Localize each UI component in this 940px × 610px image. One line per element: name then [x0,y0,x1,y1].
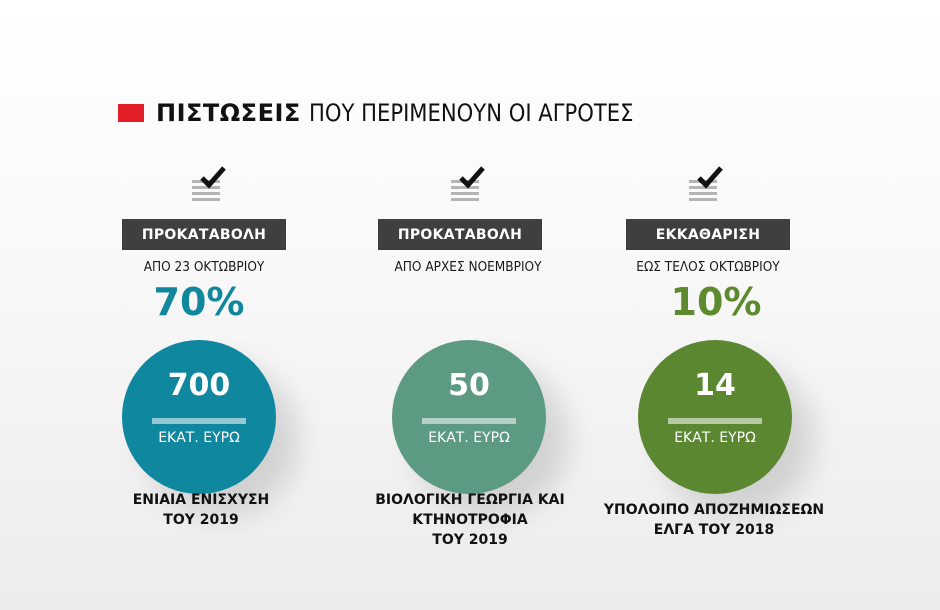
column-date: ΕΩΣ ΤΕΛΟΣ ΟΚΤΩΒΡΙΟΥ [636,259,780,275]
column-description: ΥΠΟΛΟΙΠΟ ΑΠΟΖΗΜΙΩΣΕΩΝ ΕΛΓΑ ΤΟΥ 2018 [586,500,842,540]
column-percent: 10% [670,280,762,324]
credit-column-3: ΕΚΚΑΘΑΡΙΣΗ ΕΩΣ ΤΕΛΟΣ ΟΚΤΩΒΡΙΟΥ 10% 14 ΕΚ… [586,160,846,580]
amount-unit: ΕΚΑΤ. ΕΥΡΩ [674,430,756,446]
description-line: ΒΙΟΛΟΓΙΚΗ ΓΕΩΡΓΙΑ ΚΑΙ [375,492,565,508]
description-line: ΕΝΙΑΙΑ ΕΝΙΣΧΥΣΗ [132,492,270,508]
title-bold: ΠΙΣΤΩΣΕΙΣ [156,99,301,127]
column-label: ΠΡΟΚΑΤΑΒΟΛΗ [378,219,542,250]
column-description: ΒΙΟΛΟΓΙΚΗ ΓΕΩΡΓΙΑ ΚΑΙ ΚΤΗΝΟΤΡΟΦΙΑ ΤΟΥ 20… [338,490,602,550]
amount-unit: ΕΚΑΤ. ΕΥΡΩ [428,430,510,446]
amount-value: 700 [167,368,231,403]
description-line: ΕΛΓΑ ΤΟΥ 2018 [653,522,775,538]
amount-circle: 700 ΕΚΑΤ. ΕΥΡΩ [122,340,276,494]
title-marker [118,104,144,122]
column-label: ΕΚΚΑΘΑΡΙΣΗ [626,219,790,250]
column-label: ΠΡΟΚΑΤΑΒΟΛΗ [122,219,286,250]
page-title: ΠΙΣΤΩΣΕΙΣ ΠΟΥ ΠΕΡΙΜΕΝΟΥΝ ΟΙ ΑΓΡΟΤΕΣ [118,96,677,130]
amount-unit: ΕΚΑΤ. ΕΥΡΩ [158,430,240,446]
credit-column-2: ΠΡΟΚΑΤΑΒΟΛΗ ΑΠΟ ΑΡΧΕΣ ΝΟΕΜΒΡΙΟΥ 50 ΕΚΑΤ.… [338,160,598,580]
amount-circle: 14 ΕΚΑΤ. ΕΥΡΩ [638,340,792,494]
column-percent: 70% [153,280,245,324]
document-check-icon [192,166,226,201]
document-check-icon [689,166,723,201]
column-date: ΑΠΟ ΑΡΧΕΣ ΝΟΕΜΒΡΙΟΥ [394,259,542,275]
description-line: ΚΤΗΝΟΤΡΟΦΙΑ [412,512,528,528]
column-description: ΕΝΙΑΙΑ ΕΝΙΣΧΥΣΗ ΤΟΥ 2019 [74,490,328,530]
amount-value: 14 [694,368,736,403]
circle-divider [152,418,246,424]
description-line: ΥΠΟΛΟΙΠΟ ΑΠΟΖΗΜΙΩΣΕΩΝ [603,502,825,518]
circle-divider [422,418,516,424]
title-rest: ΠΟΥ ΠΕΡΙΜΕΝΟΥΝ ΟΙ ΑΓΡΟΤΕΣ [308,99,634,127]
credit-column-1: ΠΡΟΚΑΤΑΒΟΛΗ ΑΠΟ 23 ΟΚΤΩΒΡΙΟΥ 70% 700 ΕΚΑ… [74,160,334,580]
description-line: ΤΟΥ 2019 [432,532,508,548]
amount-value: 50 [448,368,490,403]
column-date: ΑΠΟ 23 ΟΚΤΩΒΡΙΟΥ [143,259,265,275]
description-line: ΤΟΥ 2019 [163,512,239,528]
circle-divider [668,418,762,424]
amount-circle: 50 ΕΚΑΤ. ΕΥΡΩ [392,340,546,494]
document-check-icon [451,166,485,201]
